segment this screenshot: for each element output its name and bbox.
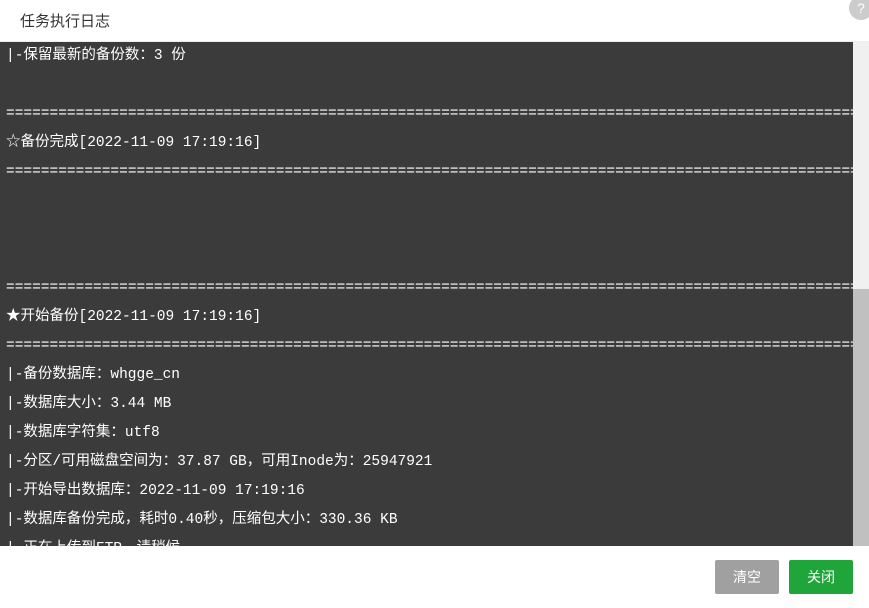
- close-icon-glyph: ?: [857, 0, 865, 16]
- dialog-header: 任务执行日志 ?: [0, 0, 869, 42]
- scrollbar-track[interactable]: [853, 42, 869, 546]
- dialog-footer: 清空 关闭: [0, 546, 869, 608]
- close-icon[interactable]: ?: [849, 0, 869, 20]
- clear-button[interactable]: 清空: [715, 560, 779, 594]
- close-button[interactable]: 关闭: [789, 560, 853, 594]
- scrollbar-thumb[interactable]: [853, 289, 869, 546]
- log-container: |-保留最新的备份数：3 份 =========================…: [0, 42, 869, 546]
- dialog-title: 任务执行日志: [20, 13, 110, 30]
- log-output: |-保留最新的备份数：3 份 =========================…: [0, 42, 853, 546]
